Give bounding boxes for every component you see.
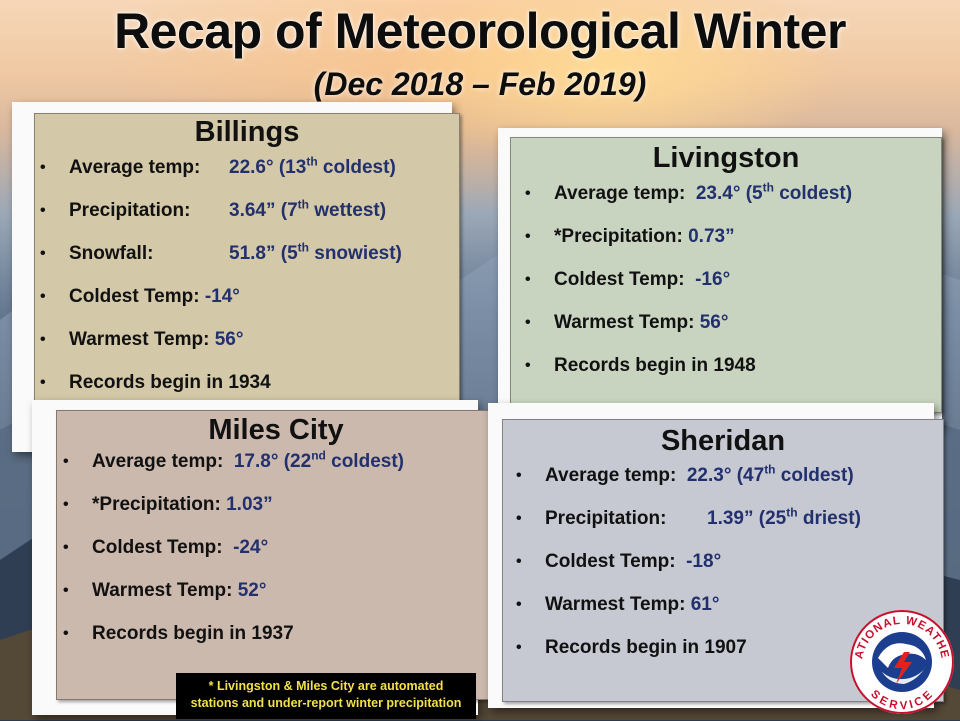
list-item: • Warmest Temp: 61°	[516, 594, 720, 615]
billings-card: Billings • Average temp: 22.6° (13th colde…	[12, 102, 460, 452]
page-subtitle: (Dec 2018 – Feb 2019)	[313, 66, 647, 102]
station-name: Miles City	[208, 414, 344, 446]
list-item: • Coldest Temp: -24°	[63, 537, 269, 558]
list-item: • Precipitation: 1.39” (25th driest)	[516, 505, 861, 529]
list-item: • *Precipitation: 0.73”	[525, 226, 735, 247]
station-name: Billings	[194, 116, 300, 148]
footnote-line-1: * Livingston & Miles City are automated	[208, 679, 444, 693]
list-item: • Coldest Temp: -14°	[40, 286, 240, 307]
list-item: • Records begin in 1907	[516, 637, 747, 658]
list-item: • Snowfall: 51.8” (5th snowiest)	[40, 240, 402, 264]
page-title: Recap of Meteorological Winter	[114, 3, 846, 59]
nws-seal-icon: NATIONAL WEATHER SERVICE	[843, 599, 954, 714]
footnote-box: * Livingston & Miles City are automated …	[176, 673, 476, 719]
list-item: • Warmest Temp: 56°	[525, 312, 729, 333]
nws-logo: NATIONAL WEATHER SERVICE	[843, 599, 956, 716]
stats-list: • Average temp: 22.6° (13th coldest) • Prec…	[40, 154, 402, 416]
station-name: Livingston	[652, 142, 800, 174]
list-item: • Average temp: 22.3° (47th coldest)	[516, 462, 854, 486]
miles-city-card: Miles City • Average temp: 17.8° (22nd co…	[32, 400, 496, 715]
list-item: • Records begin in 1934	[40, 372, 271, 393]
stats-list: • Average temp: 22.3° (47th coldest) • Pre…	[516, 462, 861, 681]
card-panel	[34, 113, 460, 401]
card-panel	[510, 137, 942, 413]
list-item: • Records begin in 1948	[525, 355, 756, 376]
list-item: • Warmest Temp: 56°	[40, 329, 244, 350]
livingston-card: Livingston • Average temp: 23.4° (5th col…	[498, 128, 942, 428]
list-item: • Precipitation: 3.64” (7th wettest)	[40, 197, 387, 221]
list-item: • Records begin in 1937	[63, 623, 294, 644]
stats-list: • Average temp: 23.4° (5th coldest) • *Pre…	[525, 180, 853, 399]
stats-list: • Average temp: 17.8° (22nd coldest) • *Pr…	[63, 448, 404, 667]
list-item: • Average temp: 17.8° (22nd coldest)	[63, 448, 404, 472]
footnote-line-2: stations and under-report winter precipi…	[190, 696, 462, 710]
list-item: • Coldest Temp: -18°	[516, 551, 722, 572]
list-item: • Average temp: 22.6° (13th coldest)	[40, 154, 396, 178]
list-item: • Warmest Temp: 52°	[63, 580, 267, 601]
card-panel	[56, 410, 496, 700]
station-name: Sheridan	[660, 425, 786, 457]
list-item: • Average temp: 23.4° (5th coldest)	[525, 180, 853, 204]
list-item: • Coldest Temp: -16°	[525, 269, 731, 290]
list-item: • *Precipitation: 1.03”	[63, 494, 273, 515]
